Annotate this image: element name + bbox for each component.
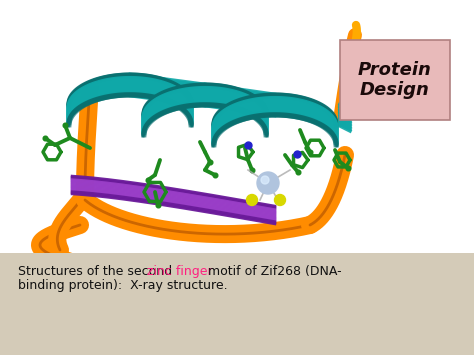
Circle shape xyxy=(257,172,279,194)
Text: Structures of the second: Structures of the second xyxy=(18,265,176,278)
FancyBboxPatch shape xyxy=(340,40,450,120)
Text: motif of Zif268 (DNA-: motif of Zif268 (DNA- xyxy=(204,265,342,278)
Text: binding protein):  X-ray structure.: binding protein): X-ray structure. xyxy=(18,279,228,292)
Circle shape xyxy=(246,195,257,206)
FancyBboxPatch shape xyxy=(0,253,474,355)
Text: zinc finger: zinc finger xyxy=(147,265,213,278)
Circle shape xyxy=(261,176,269,184)
Text: Protein
Design: Protein Design xyxy=(358,61,432,99)
Circle shape xyxy=(274,195,285,206)
